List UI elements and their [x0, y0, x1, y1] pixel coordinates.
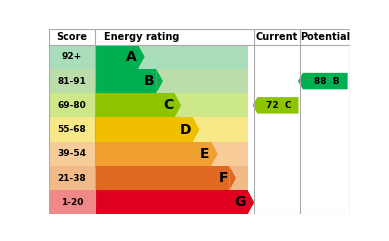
Text: B: B	[144, 74, 155, 88]
Text: A: A	[126, 50, 137, 64]
Polygon shape	[175, 93, 181, 117]
Text: 1-20: 1-20	[61, 198, 83, 207]
Bar	[95, 166, 230, 190]
Text: 92+: 92+	[62, 52, 82, 61]
Text: 72  C: 72 C	[266, 101, 292, 110]
Text: Potential: Potential	[300, 32, 350, 42]
Bar	[95, 69, 156, 93]
Text: 21-38: 21-38	[58, 174, 86, 183]
Text: 88  B: 88 B	[314, 77, 339, 86]
Bar	[95, 93, 175, 117]
Text: 69-80: 69-80	[58, 101, 86, 110]
Polygon shape	[211, 142, 218, 166]
Text: Energy rating: Energy rating	[104, 32, 180, 42]
Text: D: D	[180, 123, 191, 137]
Bar	[49, 142, 248, 166]
Text: G: G	[235, 195, 246, 209]
Text: C: C	[163, 98, 173, 112]
Polygon shape	[298, 73, 348, 89]
Text: Score: Score	[56, 32, 88, 42]
Polygon shape	[248, 190, 254, 214]
Text: F: F	[218, 171, 228, 185]
Bar	[49, 69, 248, 93]
Bar	[254, 45, 300, 214]
Text: 55-68: 55-68	[58, 125, 86, 134]
Polygon shape	[156, 69, 163, 93]
Polygon shape	[252, 97, 298, 114]
Bar	[300, 45, 350, 214]
Bar	[49, 117, 248, 142]
Bar	[49, 45, 248, 69]
Text: 81-91: 81-91	[58, 77, 86, 86]
Polygon shape	[138, 45, 145, 69]
Text: 39-54: 39-54	[58, 149, 86, 158]
Bar	[95, 45, 138, 69]
Bar	[49, 93, 248, 117]
Bar	[95, 117, 193, 142]
Bar	[49, 166, 248, 190]
Bar	[95, 190, 247, 214]
Polygon shape	[230, 166, 236, 190]
Polygon shape	[193, 117, 200, 142]
Text: Current: Current	[256, 32, 298, 42]
Text: E: E	[200, 147, 210, 161]
Bar	[95, 142, 211, 166]
Bar	[49, 190, 248, 214]
